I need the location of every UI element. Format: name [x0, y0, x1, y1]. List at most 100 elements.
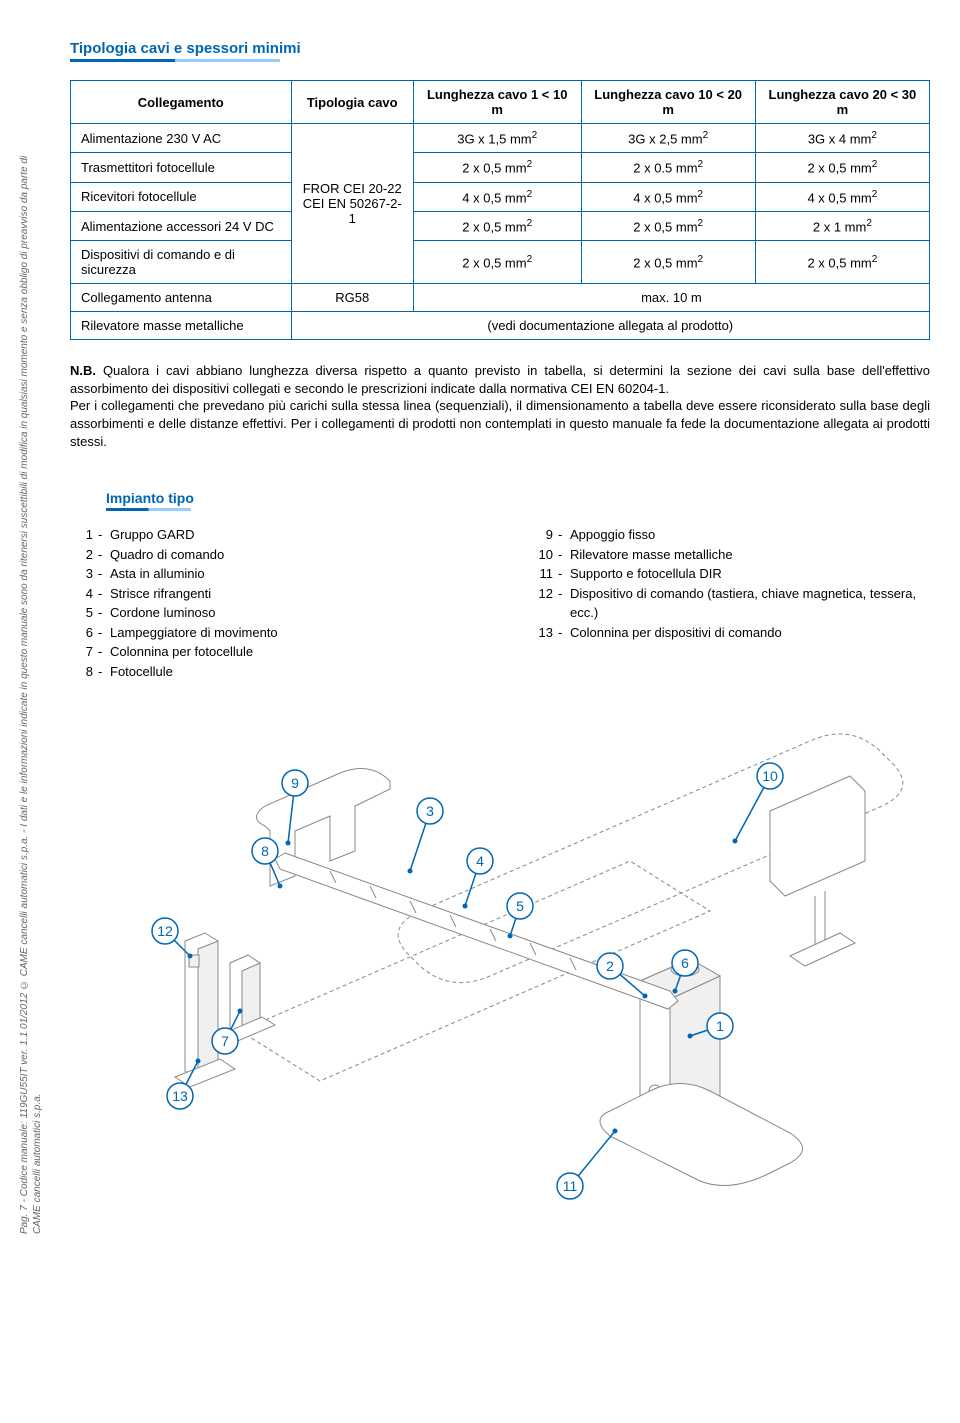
callout-dot	[286, 841, 291, 846]
callout-number: 10	[762, 768, 778, 784]
legend-item: 10-Rilevatore masse metalliche	[530, 545, 930, 565]
legend-text: Lampeggiatore di movimento	[110, 623, 470, 643]
cell: 2 x 0,5 mm2	[413, 153, 581, 182]
callout-number: 8	[261, 843, 269, 859]
legend-text: Colonnina per dispositivi di comando	[570, 623, 930, 643]
legend-text: Gruppo GARD	[110, 525, 470, 545]
subsection-title: Impianto tipo	[106, 490, 930, 506]
legend-item: 11-Supporto e fotocellula DIR	[530, 564, 930, 584]
legend-num: 11	[530, 564, 558, 584]
legend-sep: -	[558, 525, 570, 545]
callout-number: 12	[157, 923, 173, 939]
callout-number: 1	[716, 1018, 724, 1034]
legend-sep: -	[558, 584, 570, 623]
callout-dot	[188, 954, 193, 959]
callout-number: 5	[516, 898, 524, 914]
legend-item: 3-Asta in alluminio	[70, 564, 470, 584]
legend-sep: -	[558, 564, 570, 584]
callout-dot	[408, 869, 413, 874]
legend-sep: -	[98, 642, 110, 662]
legend-num: 9	[530, 525, 558, 545]
legend-num: 10	[530, 545, 558, 565]
th-tipologia: Tipologia cavo	[291, 81, 413, 124]
callout-dot	[278, 884, 283, 889]
callout-number: 6	[681, 955, 689, 971]
legend-num: 3	[70, 564, 98, 584]
legend-sep: -	[98, 584, 110, 604]
legend-sep: -	[98, 545, 110, 565]
th-lunghezza-2: Lunghezza cavo 10 < 20 m	[581, 81, 755, 124]
cell-label: Ricevitori fotocellule	[71, 182, 292, 211]
legend-text: Dispositivo di comando (tastiera, chiave…	[570, 584, 930, 623]
cell-label: Alimentazione accessori 24 V DC	[71, 211, 292, 240]
cell: 4 x 0,5 mm2	[413, 182, 581, 211]
cell-label: Alimentazione 230 V AC	[71, 124, 292, 153]
callout-number: 2	[606, 958, 614, 974]
legend-item: 9-Appoggio fisso	[530, 525, 930, 545]
cell-label: Trasmettitori fotocellule	[71, 153, 292, 182]
legend-text: Asta in alluminio	[110, 564, 470, 584]
legend-sep: -	[98, 525, 110, 545]
callout-number: 4	[476, 853, 484, 869]
legend-item: 12-Dispositivo di comando (tastiera, chi…	[530, 584, 930, 623]
subsection-underline	[106, 508, 191, 511]
cell: 3G x 1,5 mm2	[413, 124, 581, 153]
legend-num: 5	[70, 603, 98, 623]
callout-dot	[688, 1034, 693, 1039]
cell: 2 x 0,5 mm2	[755, 241, 929, 284]
legend-sep: -	[558, 623, 570, 643]
legend-right-col: 9-Appoggio fisso10-Rilevatore masse meta…	[530, 525, 930, 681]
callout-number: 11	[563, 1178, 578, 1194]
cable-table: Collegamento Tipologia cavo Lunghezza ca…	[70, 80, 930, 340]
callout-number: 7	[221, 1033, 229, 1049]
cell: 4 x 0,5 mm2	[755, 182, 929, 211]
callout-number: 9	[291, 775, 299, 791]
legend-num: 4	[70, 584, 98, 604]
legend-sep: -	[98, 603, 110, 623]
cell-tipologia-cavo: FROR CEI 20-22CEI EN 50267-2-1	[291, 124, 413, 284]
page-footer-vertical: Pag. 7 - Codice manuale: 119GU55IT ver. …	[18, 140, 38, 1234]
legend-num: 1	[70, 525, 98, 545]
th-lunghezza-1: Lunghezza cavo 1 < 10 m	[413, 81, 581, 124]
title-underline	[70, 59, 280, 62]
cell-rilevatore-label: Rilevatore masse metalliche	[71, 312, 292, 340]
callout-dot	[238, 1009, 243, 1014]
callout-number: 13	[172, 1088, 188, 1104]
legend-item: 8-Fotocellule	[70, 662, 470, 682]
legend-num: 8	[70, 662, 98, 682]
legend-left-col: 1-Gruppo GARD2-Quadro di comando3-Asta i…	[70, 525, 470, 681]
legend-text: Fotocellule	[110, 662, 470, 682]
cell: 2 x 0,5 mm2	[581, 241, 755, 284]
legend-num: 6	[70, 623, 98, 643]
legend-sep: -	[98, 623, 110, 643]
callout-dot	[733, 839, 738, 844]
section-title: Tipologia cavi e spessori minimi	[70, 40, 930, 57]
legend-text: Cordone luminoso	[110, 603, 470, 623]
legend-text: Supporto e fotocellula DIR	[570, 564, 930, 584]
callout-dot	[613, 1129, 618, 1134]
legend-text: Strisce rifrangenti	[110, 584, 470, 604]
callout-dot	[196, 1059, 201, 1064]
legend-num: 2	[70, 545, 98, 565]
legend-item: 13-Colonnina per dispositivi di comando	[530, 623, 930, 643]
callout-dot	[673, 989, 678, 994]
legend-item: 2-Quadro di comando	[70, 545, 470, 565]
legend-num: 7	[70, 642, 98, 662]
legend-item: 6-Lampeggiatore di movimento	[70, 623, 470, 643]
cell: 3G x 4 mm2	[755, 124, 929, 153]
note-text: N.B. Qualora i cavi abbiano lunghezza di…	[70, 362, 930, 450]
legend-text: Rilevatore masse metalliche	[570, 545, 930, 565]
legend-item: 4-Strisce rifrangenti	[70, 584, 470, 604]
cell: 2 x 0.5 mm2	[581, 153, 755, 182]
cell-antenna-value: max. 10 m	[413, 284, 929, 312]
legend-num: 12	[530, 584, 558, 623]
legend-text: Quadro di comando	[110, 545, 470, 565]
legend-text: Appoggio fisso	[570, 525, 930, 545]
cell: 2 x 0,5 mm2	[413, 211, 581, 240]
th-lunghezza-3: Lunghezza cavo 20 < 30 m	[755, 81, 929, 124]
cell: 3G x 2,5 mm2	[581, 124, 755, 153]
cell: 2 x 0,5 mm2	[413, 241, 581, 284]
legend-item: 7-Colonnina per fotocellule	[70, 642, 470, 662]
cell: 2 x 0,5 mm2	[755, 153, 929, 182]
legend-item: 5-Cordone luminoso	[70, 603, 470, 623]
